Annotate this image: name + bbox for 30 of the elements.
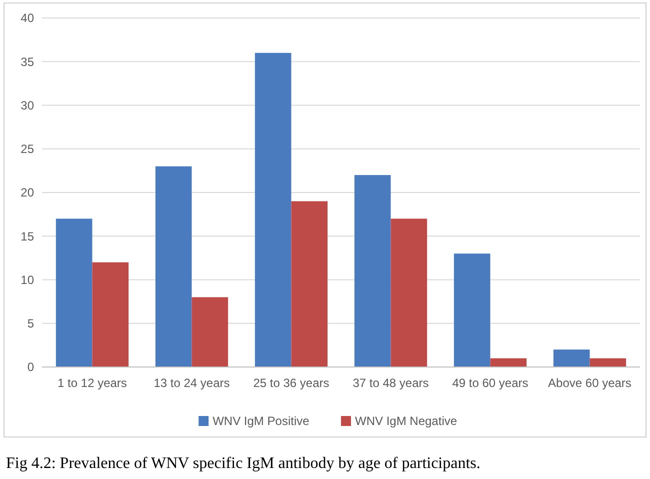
y-tick-label: 10 xyxy=(20,272,34,287)
x-tick-label: Above 60 years xyxy=(548,376,632,390)
y-tick-label: 40 xyxy=(20,11,34,26)
legend-label: WNV IgM Negative xyxy=(355,414,458,428)
y-tick-label: 35 xyxy=(20,54,34,69)
bar xyxy=(291,201,328,367)
x-tick-label: 13 to 24 years xyxy=(154,376,230,390)
bar xyxy=(192,297,228,367)
y-tick-label: 20 xyxy=(20,186,34,200)
y-tick-label: 25 xyxy=(20,142,34,156)
bar xyxy=(155,166,192,367)
bar xyxy=(454,254,490,367)
bar xyxy=(354,175,391,367)
bar xyxy=(254,52,292,367)
bar xyxy=(390,218,428,367)
bar xyxy=(92,262,129,367)
y-tick-label: 15 xyxy=(20,229,34,244)
x-tick-label: 49 to 60 years xyxy=(452,376,528,390)
x-tick-label: 1 to 12 years xyxy=(58,376,127,390)
y-tick-label: 0 xyxy=(27,360,34,374)
y-tick-label: 5 xyxy=(27,316,34,331)
caption: Fig 4.2: Prevalence of WNV specific IgM antibody by age of participants. xyxy=(6,455,480,472)
y-tick-label: 30 xyxy=(20,98,34,112)
x-tick-label: 25 to 36 years xyxy=(253,376,330,390)
bar xyxy=(56,218,92,367)
bar xyxy=(490,358,527,367)
legend-label: WNV IgM Positive xyxy=(212,414,310,428)
bar xyxy=(590,358,626,367)
x-tick-label: 37 to 48 years xyxy=(352,376,429,390)
bar xyxy=(553,350,590,367)
